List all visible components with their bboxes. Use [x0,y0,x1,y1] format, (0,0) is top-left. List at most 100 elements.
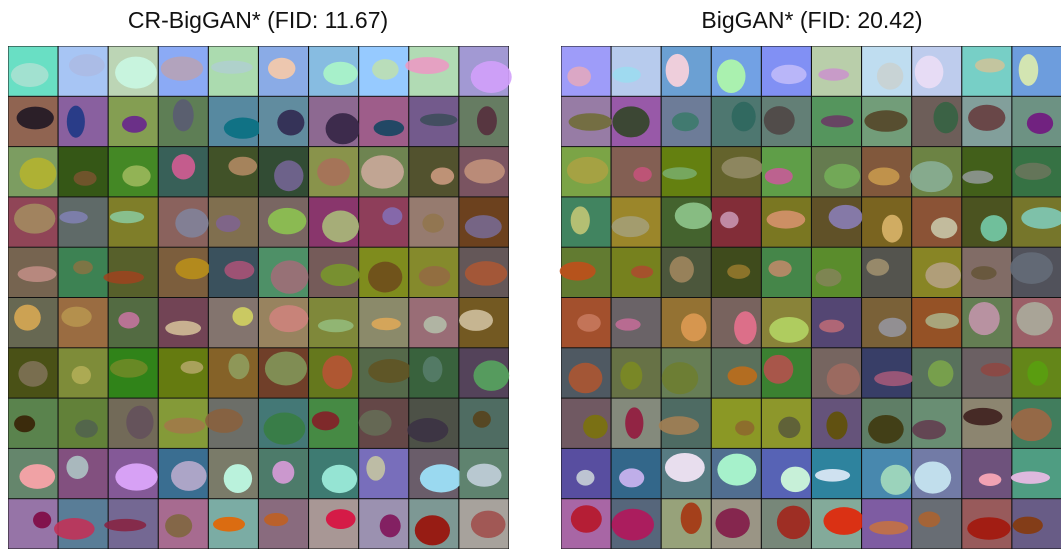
sample-subject [472,410,491,428]
sample-subject [322,355,353,390]
sample-subject [930,217,958,239]
sample-subject [311,411,340,431]
sample-subject [927,360,954,387]
sample-subject [680,502,702,535]
sample-subject [224,260,255,280]
sample-subject [180,360,204,374]
sample-subject [716,59,746,94]
sample-subject [764,168,793,185]
sample-subject [1010,252,1053,284]
sample-subject [223,117,262,139]
sample-subject [175,208,209,238]
sample-subject [109,210,145,224]
sample-subject [473,360,510,391]
sample-subject [828,204,863,230]
sample-subject [633,167,652,182]
sample-subject [405,57,450,75]
sample-subject [577,313,601,332]
sample-subject [674,202,713,230]
sample-subject [868,414,904,444]
sample-subject [727,264,751,279]
sample-subject [1026,112,1054,134]
sample-subject [73,170,97,186]
sample-image [711,398,761,448]
sample-subject [171,154,196,180]
sample-subject [414,515,450,546]
sample-subject [878,317,907,338]
sample-subject [671,112,699,132]
sample-subject [267,207,307,235]
sample-subject [109,358,148,378]
sample-subject [824,163,861,189]
sample-subject [658,416,700,435]
sample-subject [914,55,944,89]
sample-subject [422,213,445,233]
sample-subject [974,58,1005,73]
sample-subject [228,353,250,380]
sample-subject [66,105,85,138]
sample-subject [978,473,1002,486]
sample-subject [570,505,602,533]
sample-subject [769,316,809,343]
sample-subject [763,106,795,135]
sample-subject [368,261,403,293]
sample-subject [264,513,289,527]
sample-subject [419,113,458,127]
sample-subject [33,511,52,529]
sample-subject [1012,516,1043,535]
sample-subject [1014,162,1052,180]
sample-subject [53,518,95,540]
sample-image [359,197,409,247]
sample-subject [968,104,1006,131]
sample-subject [419,464,463,493]
sample-subject [14,203,56,234]
sample-grid [8,46,512,549]
sample-subject [868,167,900,186]
sample-subject [61,306,92,327]
sample-subject [71,365,91,385]
sample-subject [567,66,591,87]
sample-subject [165,514,193,538]
sample-subject [615,318,641,331]
sample-subject [466,463,502,487]
sample-subject [1010,471,1050,484]
sample-subject [104,518,147,532]
sample-subject [322,210,360,243]
sample-subject [75,419,98,438]
sample-subject [568,113,613,131]
sample-subject [464,159,505,184]
sample-subject [721,156,764,179]
sample-subject [619,468,645,488]
sample-subject [118,312,140,329]
sample-subject [373,119,405,137]
sample-subject [267,57,296,80]
sample-subject [727,366,758,386]
sample-subject [612,66,641,83]
sample-subject [459,309,494,331]
sample-subject [464,261,508,286]
sample-subject [963,407,1003,426]
sample-subject [912,419,946,440]
sample-subject [382,207,403,226]
sample-subject [172,99,194,132]
sample-subject [869,520,909,535]
sample-subject [17,266,57,283]
sample-subject [263,412,306,445]
sample-subject [272,460,295,484]
sample-subject [559,261,596,281]
sample-subject [317,158,350,186]
sample-subject [665,53,690,87]
sample-subject [815,268,842,287]
sample-subject [925,262,962,289]
sample-subject [368,359,413,383]
sample-subject [1021,207,1061,229]
sample-subject [103,270,145,284]
sample-subject [980,362,1011,377]
sample-subject [165,320,202,336]
sample-subject [379,514,401,538]
sample-subject [269,305,309,333]
sample-subject [323,61,358,86]
sample-subject [909,161,953,193]
sample-subject [277,109,305,136]
sample-subject [818,68,850,81]
